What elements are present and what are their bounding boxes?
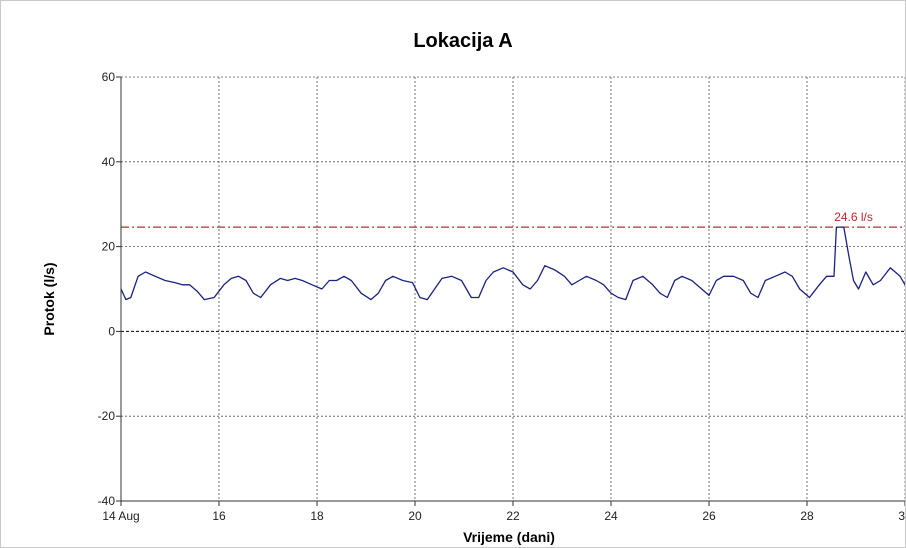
x-tick-label: 14 Aug — [102, 509, 139, 523]
y-tick-label: 20 — [102, 240, 116, 254]
y-tick-label: 0 — [108, 324, 115, 338]
x-axis-ticks: 14 Aug 16 18 20 22 24 26 28 30 — [102, 501, 905, 523]
y-tick-label: -20 — [98, 409, 116, 423]
x-tick-label: 24 — [604, 509, 618, 523]
x-tick-label: 28 — [800, 509, 814, 523]
reference-line-label: 24.6 l/s — [834, 210, 873, 224]
x-tick-label: 22 — [506, 509, 520, 523]
x-tick-label: 20 — [408, 509, 422, 523]
grid — [121, 76, 905, 501]
x-tick-label: 18 — [310, 509, 324, 523]
x-tick-label: 30 — [898, 509, 905, 523]
chart-title: Lokacija A — [413, 30, 512, 52]
y-tick-label: -40 — [98, 494, 116, 508]
y-axis-ticks: 60 40 20 0 -20 -40 — [98, 70, 121, 508]
y-axis-label: Protok (l/s) — [41, 262, 57, 335]
x-tick-label: 16 — [212, 509, 226, 523]
y-tick-label: 40 — [102, 155, 116, 169]
x-tick-label: 26 — [702, 509, 716, 523]
x-axis-label: Vrijeme (dani) — [463, 529, 555, 545]
y-tick-label: 60 — [102, 70, 116, 84]
series-line — [120, 226, 905, 301]
